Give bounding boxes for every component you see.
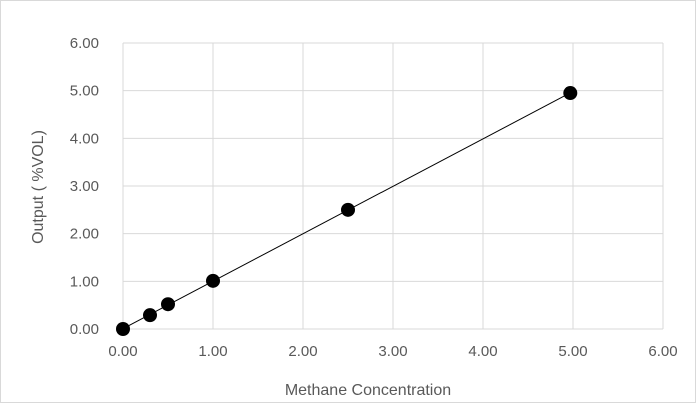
x-tick-label: 3.00 [378,343,407,360]
data-point [116,322,130,336]
y-tick-label: 3.00 [70,178,99,195]
x-tick-label: 1.00 [198,343,227,360]
y-axis-title: Output ( %VOL) [30,130,47,244]
gridlines [122,42,664,330]
y-tick-label: 0.00 [70,321,99,338]
y-tick-label: 1.00 [70,273,99,290]
data-point [563,86,578,101]
x-tick-label: 4.00 [468,343,497,360]
x-tick-label: 6.00 [648,343,677,360]
x-axis-title: Methane Concentration [285,382,451,399]
y-tick-label: 5.00 [70,83,99,100]
x-tick-label: 2.00 [288,343,317,360]
data-point [143,308,157,323]
x-tick-label: 0.00 [108,343,137,360]
y-tick-label: 6.00 [70,35,99,52]
data-point [206,273,220,288]
x-axis-tick-labels: 0.00 1.00 2.00 3.00 4.00 5.00 6.00 [108,343,677,360]
x-tick-label: 5.00 [558,343,587,360]
data-point [341,202,355,217]
y-tick-label: 4.00 [70,130,99,147]
data-point [161,297,175,312]
y-tick-label: 2.00 [70,226,99,243]
y-axis-tick-labels: 0.00 1.00 2.00 3.00 4.00 5.00 6.00 [70,35,99,338]
data-points [116,86,578,336]
